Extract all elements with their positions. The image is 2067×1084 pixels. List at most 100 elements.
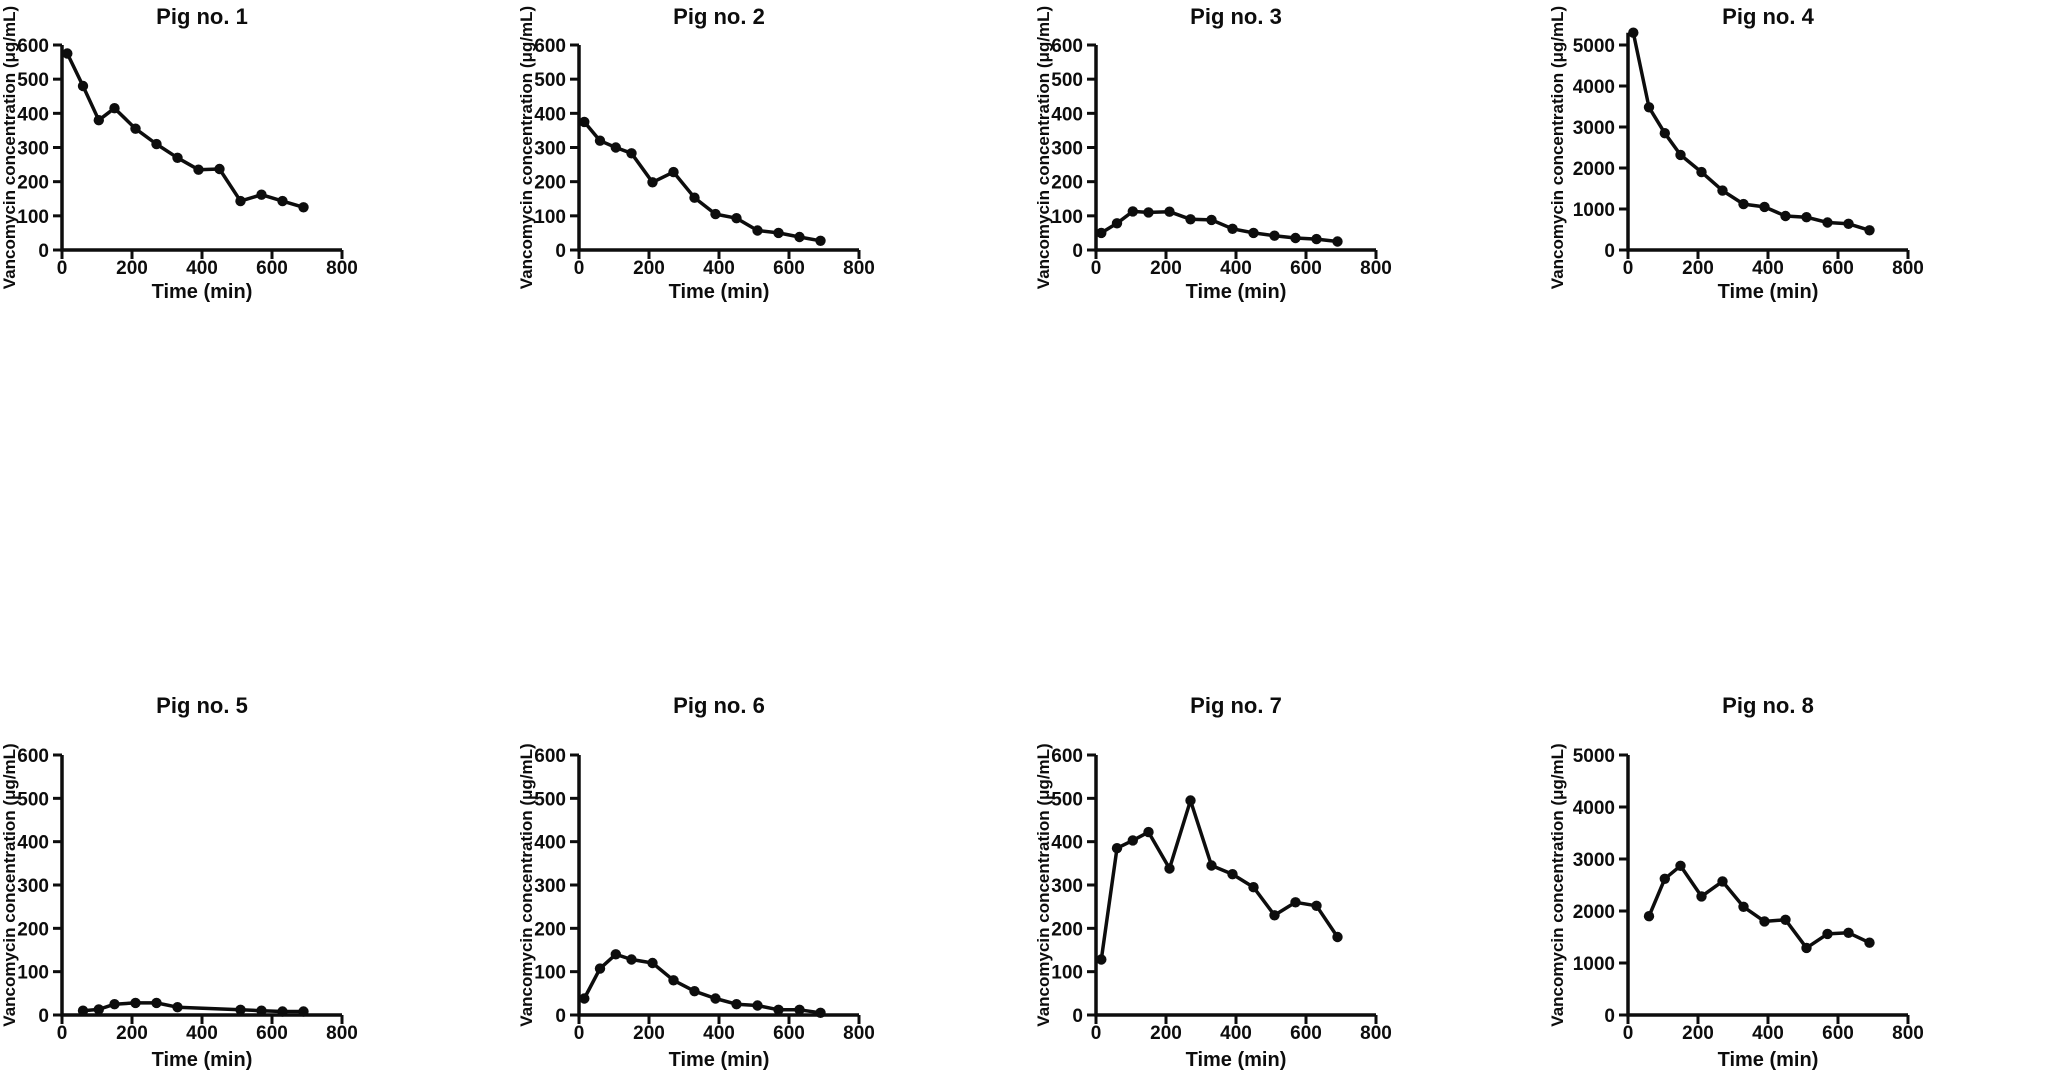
y-tick-label: 400	[17, 104, 49, 125]
y-tick-label: 600	[534, 746, 566, 767]
line-chart-pig-5: Pig no. 5 0 100 200 300 400 500 600 0 200 400 600 80…	[0, 693, 358, 1071]
line-chart-pig-1: Pig no. 1 0 100 200 300 400 500 600 0 200 400 600 80…	[0, 4, 358, 303]
data-point	[235, 1004, 246, 1015]
y-tick-label: 0	[555, 1006, 566, 1027]
data-point	[1095, 227, 1106, 239]
x-tick-label: 200	[1150, 258, 1182, 279]
data-point	[1644, 102, 1655, 113]
y-tick-label: 100	[17, 207, 49, 228]
y-tick-label: 1000	[1573, 954, 1615, 975]
y-tick-label: 200	[534, 173, 566, 194]
data-point	[1759, 201, 1770, 213]
data-point	[731, 213, 742, 224]
x-tick-label: 0	[1090, 258, 1101, 279]
data-point	[815, 1007, 826, 1018]
x-axis-label: Time (min)	[1718, 1049, 1819, 1071]
data-point	[1843, 218, 1854, 229]
data-point	[626, 148, 637, 159]
data-point	[77, 80, 89, 92]
data-point	[610, 142, 621, 153]
y-tick-label: 300	[1051, 139, 1083, 160]
x-tick-label: 800	[326, 258, 358, 279]
data-point	[626, 954, 637, 965]
x-tick-label: 200	[633, 1023, 665, 1044]
chart-panel-pig-5: Pig no. 5 0 100 200 300 400 500 600 0 200 400 600 80…	[0, 685, 517, 1084]
y-tick-label: 500	[1051, 789, 1083, 810]
data-point	[277, 1006, 288, 1017]
data-point	[1205, 214, 1217, 226]
data-point	[794, 231, 805, 243]
line-chart-pig-2: Pig no. 2 0 100 200 300 400 500 600 0 200 400 600 80…	[517, 4, 875, 303]
x-tick-label: 200	[116, 1023, 148, 1044]
line-chart-pig-8: Pig no. 8 0 1000 2000 3000 4000 5000 0 200 400 600…	[1550, 693, 1924, 1071]
x-axis-label: Time (min)	[152, 1049, 253, 1071]
data-point	[731, 999, 742, 1010]
axis-spine	[60, 755, 342, 1017]
data-point	[752, 225, 763, 236]
y-tick-label: 500	[534, 789, 566, 810]
chart-panel-pig-8: Pig no. 8 0 1000 2000 3000 4000 5000 0 200 400 600…	[1550, 685, 2067, 1084]
data-point	[1801, 942, 1812, 954]
y-tick-label: 500	[534, 70, 566, 91]
data-point	[1717, 876, 1728, 887]
axis-spine	[1093, 755, 1376, 1017]
y-tick-label: 400	[534, 104, 566, 125]
y-tick-label: 0	[555, 241, 566, 262]
y-tick-label: 300	[534, 139, 566, 160]
y-tick-label: 0	[1072, 241, 1083, 262]
y-tick-label: 0	[38, 1006, 49, 1027]
data-point	[794, 1004, 805, 1015]
data-point	[1184, 795, 1196, 806]
line-chart-pig-3: Pig no. 3 0 100 200 300 400 500 600 0 200 400 600 80…	[1034, 4, 1392, 303]
data-point	[1843, 927, 1854, 938]
data-point	[151, 138, 162, 150]
y-tick-label: 0	[38, 241, 49, 262]
data-point	[1628, 27, 1639, 38]
data-point	[752, 1000, 763, 1011]
y-tick-label: 200	[17, 919, 49, 940]
y-tick-label: 0	[1605, 241, 1616, 262]
x-tick-label: 0	[57, 258, 68, 279]
y-tick-label: 100	[17, 963, 49, 984]
data-point	[710, 208, 721, 220]
data-point	[1163, 863, 1175, 874]
x-axis-label: Time (min)	[1185, 281, 1286, 303]
x-tick-label: 200	[1682, 258, 1714, 279]
x-tick-label: 200	[1150, 1023, 1182, 1044]
y-tick-label: 4000	[1573, 77, 1615, 98]
data-point	[151, 997, 162, 1009]
data-point	[1247, 882, 1259, 893]
data-point	[594, 963, 605, 974]
x-tick-label: 0	[57, 1023, 68, 1044]
data-point	[815, 235, 826, 246]
x-tick-label: 0	[1090, 1023, 1101, 1044]
data-point	[1738, 901, 1749, 912]
data-point	[109, 103, 120, 114]
data-point	[1331, 236, 1343, 247]
x-tick-label: 800	[1892, 258, 1924, 279]
data-point	[172, 1002, 183, 1013]
data-point	[256, 189, 267, 200]
y-tick-label: 400	[534, 833, 566, 854]
y-tick-label: 300	[17, 139, 49, 160]
data-point	[298, 1006, 309, 1017]
chart-panel-pig-1: Pig no. 1 0 100 200 300 400 500 600 0 200 400 600 80…	[0, 0, 517, 310]
data-point	[1801, 212, 1812, 223]
y-axis-label: Vancomycin concentration (μg/mL)	[1034, 6, 1053, 289]
data-point	[668, 975, 679, 986]
data-point	[578, 993, 590, 1004]
data-point	[214, 163, 225, 175]
x-axis-label: Time (min)	[152, 281, 253, 303]
y-tick-label: 600	[17, 36, 49, 57]
x-tick-label: 200	[1682, 1023, 1714, 1044]
y-axis-label: Vancomycin concentration (μg/mL)	[0, 6, 19, 289]
data-point	[1331, 931, 1343, 943]
data-point	[1738, 198, 1749, 210]
x-tick-label: 400	[1220, 258, 1252, 279]
data-point	[773, 227, 784, 239]
chart-panel-pig-6: Pig no. 6 0 100 200 300 400 500 600 0 200 400 600 80…	[517, 685, 1034, 1084]
y-axis-label: Vancomycin concentration (μg/mL)	[1550, 6, 1567, 289]
data-point	[172, 152, 183, 163]
y-tick-label: 2000	[1573, 159, 1615, 180]
